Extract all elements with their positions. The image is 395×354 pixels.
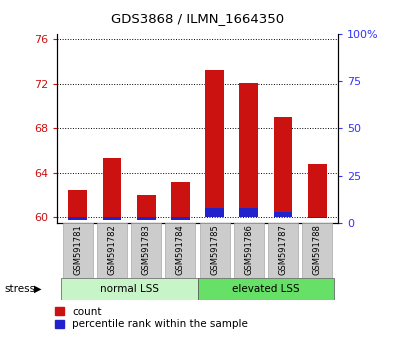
- Legend: count, percentile rank within the sample: count, percentile rank within the sample: [55, 307, 248, 330]
- Bar: [137, 195, 156, 217]
- Bar: [205, 70, 224, 217]
- Bar: [234, 223, 264, 278]
- Text: GSM591786: GSM591786: [244, 224, 253, 275]
- Text: GDS3868 / ILMN_1664350: GDS3868 / ILMN_1664350: [111, 12, 284, 25]
- Bar: [103, 158, 121, 217]
- Text: GSM591787: GSM591787: [278, 224, 288, 275]
- Bar: [63, 223, 93, 278]
- Bar: [199, 223, 229, 278]
- Bar: [137, 217, 156, 220]
- Bar: [205, 208, 224, 217]
- Text: normal LSS: normal LSS: [100, 284, 159, 294]
- Bar: [308, 164, 327, 217]
- Text: GSM591782: GSM591782: [107, 224, 117, 275]
- Bar: [274, 117, 292, 217]
- Text: GSM591781: GSM591781: [73, 224, 82, 275]
- Text: stress: stress: [4, 284, 35, 294]
- Bar: [308, 217, 327, 218]
- Bar: [239, 82, 258, 217]
- Text: elevated LSS: elevated LSS: [232, 284, 300, 294]
- Bar: [274, 212, 292, 217]
- Bar: [103, 217, 121, 220]
- Text: GSM591785: GSM591785: [210, 224, 219, 275]
- Bar: [61, 278, 198, 300]
- Bar: [268, 223, 298, 278]
- Bar: [166, 223, 196, 278]
- Text: GSM591788: GSM591788: [313, 224, 322, 275]
- Bar: [131, 223, 161, 278]
- Text: GSM591784: GSM591784: [176, 224, 185, 275]
- Bar: [198, 278, 334, 300]
- Bar: [171, 217, 190, 220]
- Bar: [239, 208, 258, 217]
- Text: ▶: ▶: [34, 284, 41, 294]
- Text: GSM591783: GSM591783: [142, 224, 151, 275]
- Bar: [68, 217, 87, 220]
- Bar: [68, 190, 87, 217]
- Bar: [97, 223, 127, 278]
- Bar: [171, 182, 190, 217]
- Bar: [302, 223, 332, 278]
